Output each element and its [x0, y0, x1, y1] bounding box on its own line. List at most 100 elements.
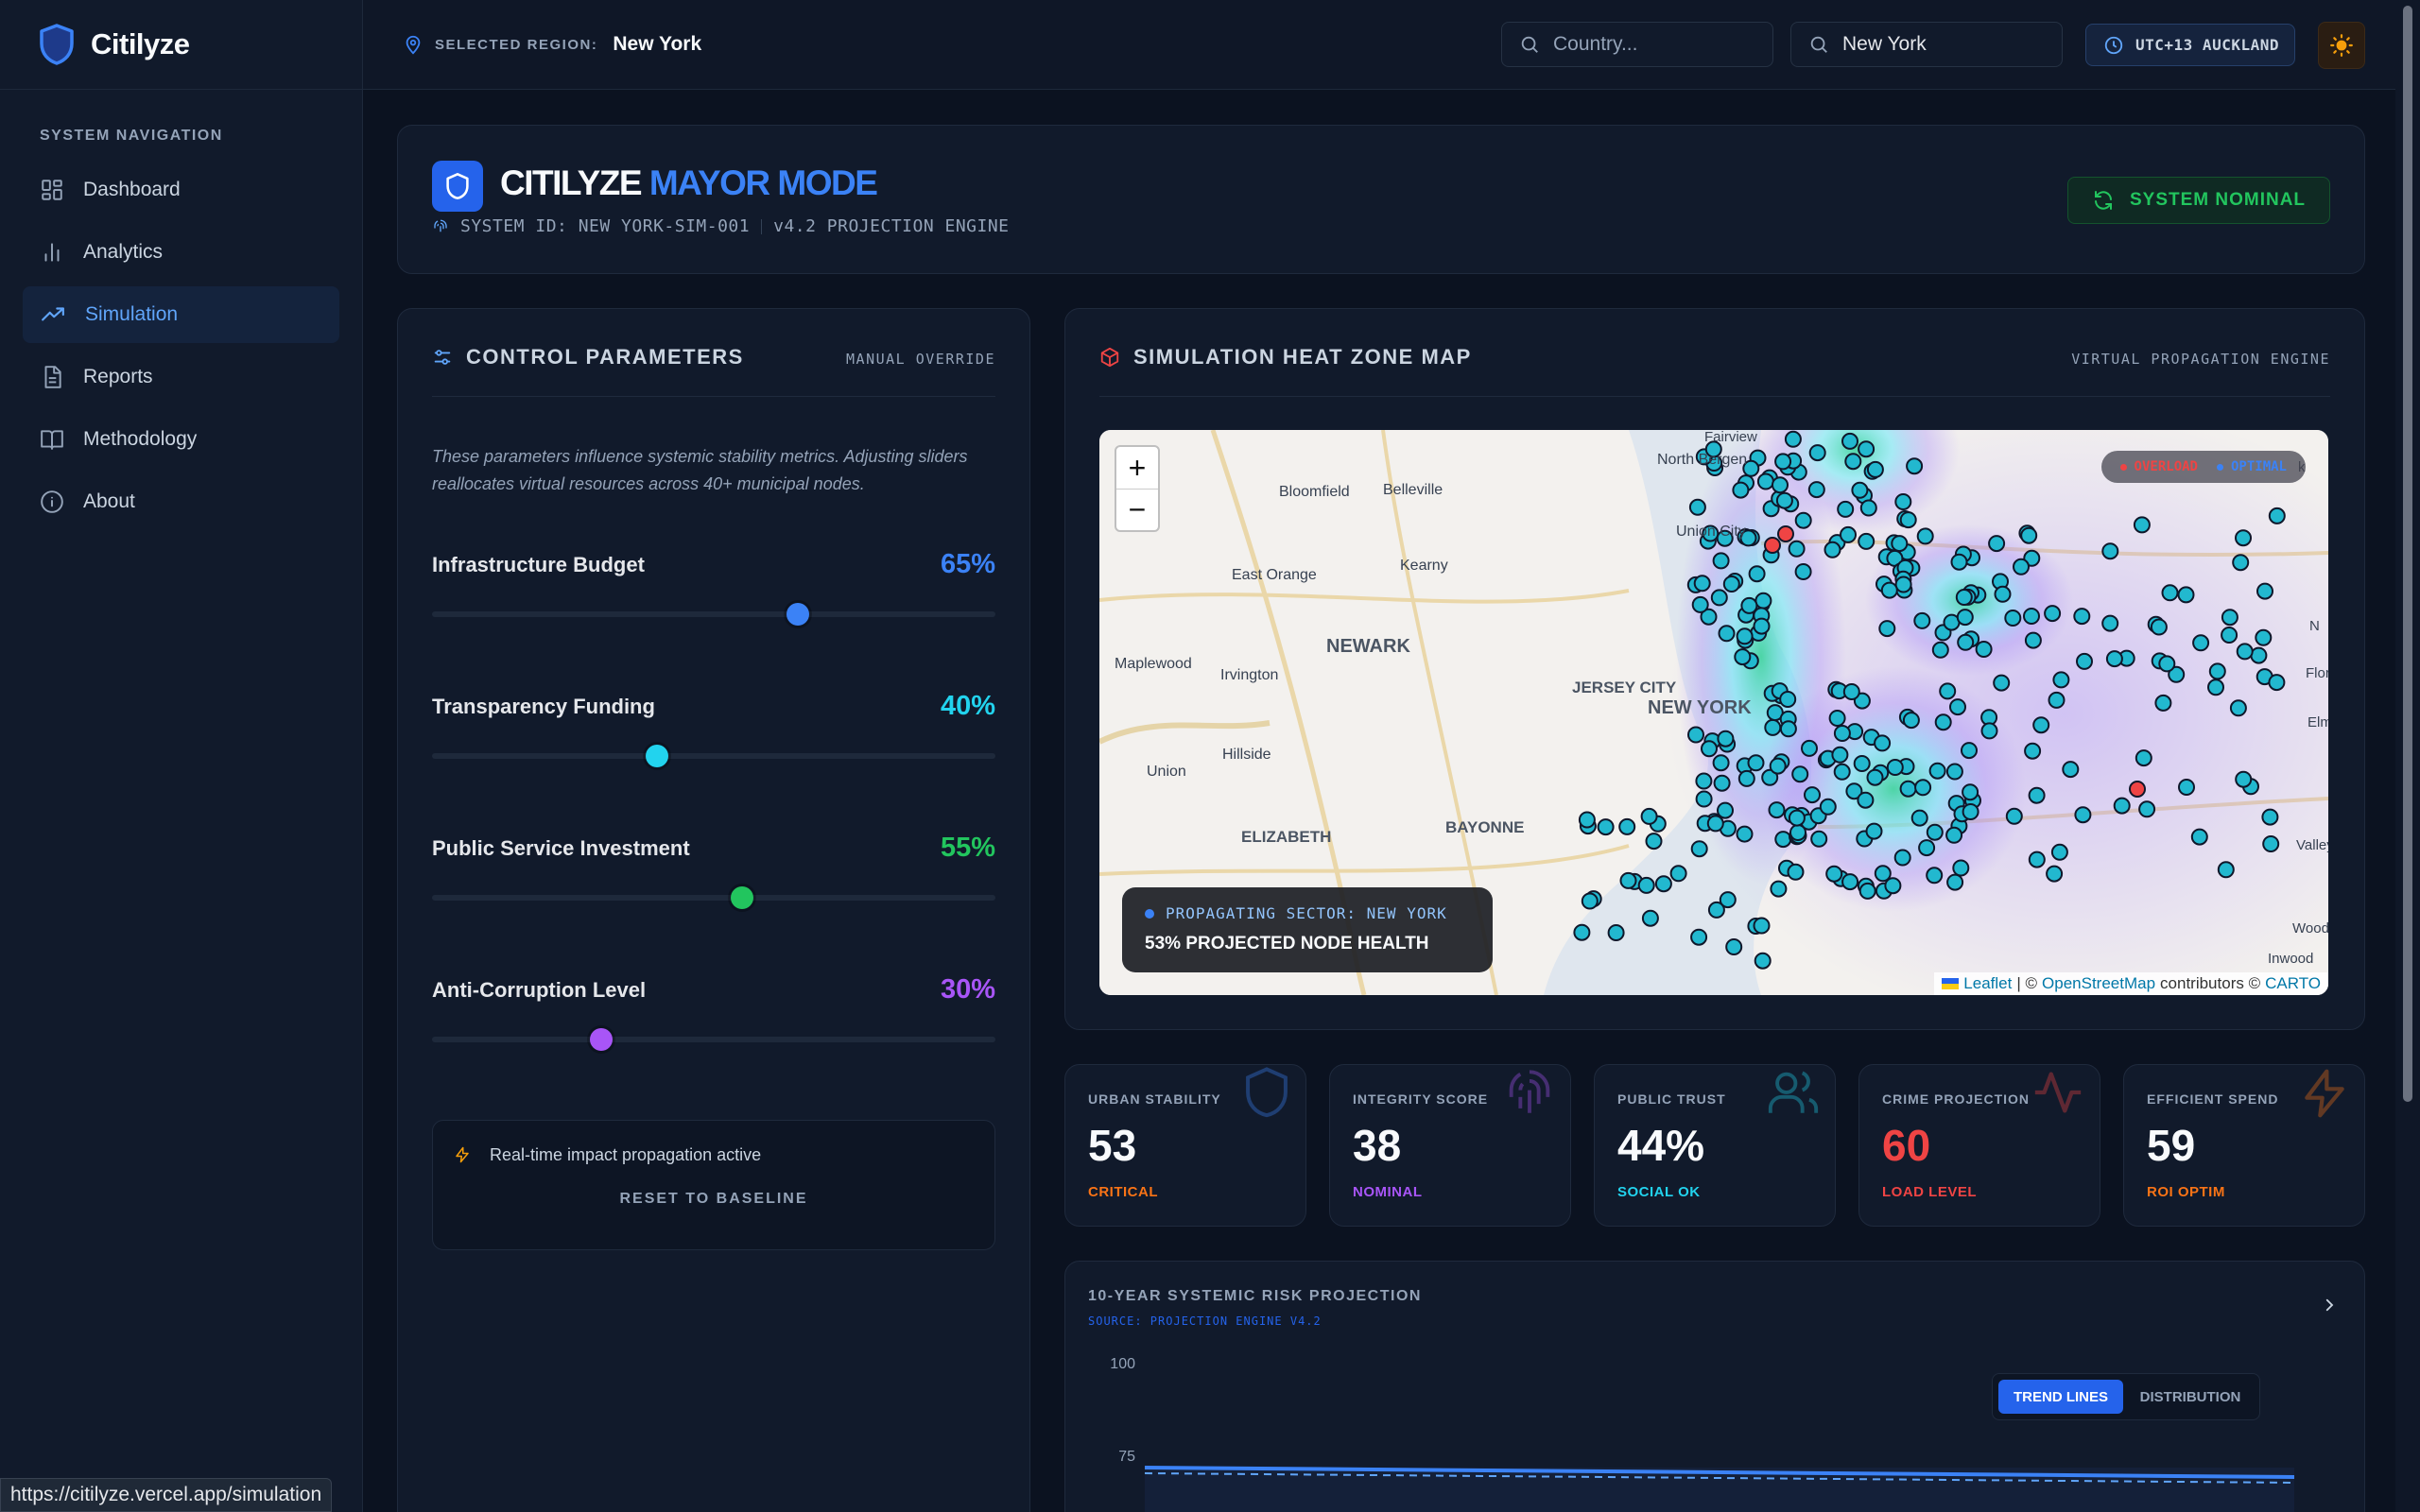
slider-track[interactable]	[432, 886, 995, 909]
map-node[interactable]	[1961, 742, 1978, 760]
map-node[interactable]	[1886, 759, 1904, 776]
map-node[interactable]	[2190, 828, 2208, 846]
map-node[interactable]	[2004, 610, 2022, 627]
map-node[interactable]	[1851, 481, 1869, 499]
map-node[interactable]	[1737, 769, 1755, 787]
map-node[interactable]	[1819, 798, 1837, 816]
kpi-crime-projection[interactable]: CRIME PROJECTION 60 LOAD LEVEL	[1858, 1064, 2100, 1227]
system-status-badge[interactable]: SYSTEM NOMINAL	[2067, 177, 2330, 224]
map-node[interactable]	[2217, 861, 2235, 879]
distribution-tab[interactable]: DISTRIBUTION	[2139, 1388, 2241, 1405]
map-node[interactable]	[1899, 511, 1917, 529]
kpi-efficient-spend[interactable]: EFFICIENT SPEND 59 ROI OPTIM	[2123, 1064, 2365, 1227]
map-node[interactable]	[1712, 552, 1730, 570]
trend-lines-tab[interactable]: TREND LINES	[1998, 1380, 2123, 1414]
map-node[interactable]	[2232, 554, 2250, 572]
map-node[interactable]	[1742, 459, 1760, 477]
map-node[interactable]	[1810, 830, 1828, 848]
kpi-public-trust[interactable]: PUBLIC TRUST 44% SOCIAL OK	[1594, 1064, 1836, 1227]
map-node[interactable]	[1710, 589, 1728, 607]
map-node[interactable]	[2256, 582, 2273, 600]
map-node[interactable]	[2048, 691, 2066, 709]
map-node[interactable]	[1931, 641, 1949, 659]
map-node[interactable]	[1690, 840, 1708, 858]
map-node[interactable]	[1775, 491, 1793, 509]
map-node[interactable]	[2168, 665, 2186, 683]
map-node[interactable]	[1980, 722, 1998, 740]
map-node[interactable]	[1717, 801, 1734, 819]
map-node[interactable]	[1753, 917, 1771, 935]
sidebar-item-about[interactable]: About	[23, 473, 339, 530]
map-node[interactable]	[1993, 674, 2011, 692]
chevron-right-icon[interactable]	[2321, 1296, 2338, 1314]
map-node[interactable]	[1841, 873, 1859, 891]
sidebar-item-reports[interactable]: Reports	[23, 349, 339, 405]
map-node[interactable]	[1902, 712, 1920, 730]
zoom-out-button[interactable]: −	[1116, 489, 1158, 530]
map-node[interactable]	[1756, 472, 1774, 490]
map-node-overload[interactable]	[1777, 525, 1794, 542]
map-node[interactable]	[1807, 481, 1825, 499]
map-node[interactable]	[2236, 643, 2254, 661]
map-node[interactable]	[1858, 882, 1876, 900]
map-node[interactable]	[1910, 809, 1928, 827]
slider-track[interactable]	[432, 603, 995, 626]
map-node-layer[interactable]	[1573, 430, 2286, 970]
map-node[interactable]	[2024, 631, 2042, 649]
map-node[interactable]	[1841, 432, 1858, 450]
map-node[interactable]	[1704, 440, 1722, 458]
slider-thumb[interactable]	[786, 603, 810, 626]
slider-thumb[interactable]	[730, 886, 753, 909]
map-node[interactable]	[1824, 541, 1841, 558]
country-search[interactable]	[1501, 22, 1773, 67]
map-node[interactable]	[1764, 718, 1782, 736]
map-node[interactable]	[1949, 698, 1966, 716]
brand[interactable]: Citilyze	[0, 0, 362, 90]
map-node[interactable]	[1619, 871, 1637, 889]
map-node[interactable]	[2101, 542, 2119, 560]
map-node[interactable]	[1791, 765, 1809, 783]
map-node[interactable]	[1766, 704, 1784, 722]
map-node[interactable]	[1779, 720, 1797, 738]
timezone-badge[interactable]: UTC+13 AUCKLAND	[2085, 24, 2295, 66]
map-node[interactable]	[2221, 627, 2238, 644]
map-node[interactable]	[2076, 652, 2093, 670]
map-node[interactable]	[1893, 849, 1911, 867]
map-node[interactable]	[1779, 691, 1797, 708]
map-node[interactable]	[1787, 863, 1805, 881]
map-node[interactable]	[1754, 592, 1772, 610]
map-node[interactable]	[1784, 430, 1802, 448]
map-node[interactable]	[1878, 620, 1896, 638]
map-node[interactable]	[2177, 586, 2195, 604]
slider-track[interactable]	[432, 1028, 995, 1051]
map-node[interactable]	[1691, 595, 1709, 613]
map-node[interactable]	[2052, 671, 2070, 689]
map-node[interactable]	[1837, 500, 1855, 518]
map-node[interactable]	[2221, 609, 2238, 627]
map-node[interactable]	[1747, 754, 1765, 772]
map-node[interactable]	[1690, 928, 1708, 946]
slider-thumb[interactable]	[646, 745, 669, 767]
map-node[interactable]	[1956, 609, 1974, 627]
map-node[interactable]	[1988, 535, 2006, 553]
map-node[interactable]	[1962, 783, 1979, 801]
map-node[interactable]	[2028, 850, 2046, 868]
map-node[interactable]	[1736, 825, 1754, 843]
map-node[interactable]	[1734, 648, 1752, 666]
map-node[interactable]	[1952, 859, 1970, 877]
map-node[interactable]	[2208, 662, 2226, 680]
map-node[interactable]	[1640, 807, 1658, 825]
map-node[interactable]	[1975, 641, 1993, 658]
map-node[interactable]	[1702, 524, 1720, 542]
map-node[interactable]	[2074, 806, 2092, 824]
map-node[interactable]	[1794, 563, 1812, 580]
map-node[interactable]	[1637, 876, 1655, 894]
map-node[interactable]	[1994, 585, 2012, 603]
map-node[interactable]	[1597, 818, 1615, 836]
map-node[interactable]	[2013, 558, 2030, 576]
map-node[interactable]	[1774, 831, 1792, 849]
slider-track[interactable]	[432, 745, 995, 767]
map-node[interactable]	[1880, 581, 1898, 599]
map-node[interactable]	[1844, 453, 1862, 471]
map-node[interactable]	[1884, 877, 1902, 895]
